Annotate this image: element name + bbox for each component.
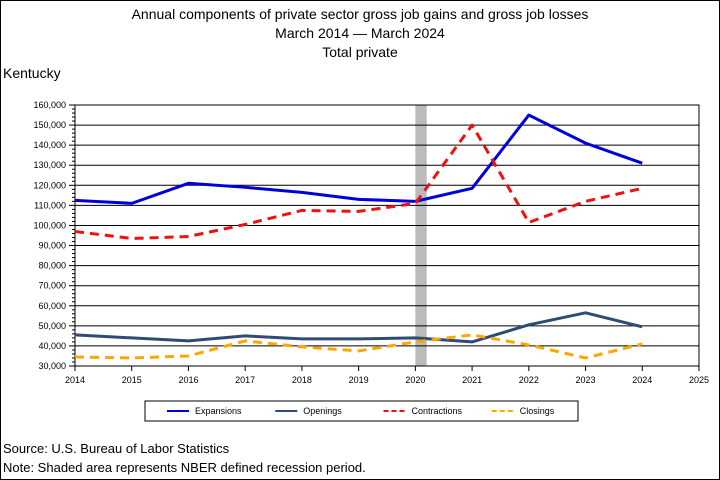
y-tick-label: 50,000 — [38, 321, 66, 331]
x-tick-label: 2022 — [519, 375, 539, 385]
recession-note: Note: Shaded area represents NBER define… — [3, 460, 366, 475]
legend-label-expansions: Expansions — [195, 406, 242, 416]
x-tick-label: 2014 — [65, 375, 85, 385]
series-line-expansions — [74, 113, 643, 205]
y-tick-label: 80,000 — [38, 261, 66, 271]
recession-band — [415, 105, 427, 366]
x-tick-label: 2017 — [235, 375, 255, 385]
x-tick-label: 2024 — [632, 375, 652, 385]
x-tick-label: 2020 — [405, 375, 425, 385]
x-tick-label: 2018 — [292, 375, 312, 385]
legend-label-closings: Closings — [520, 406, 555, 416]
y-tick-label: 70,000 — [38, 281, 66, 291]
y-tick-label: 110,000 — [34, 200, 66, 210]
source-note: Source: U.S. Bureau of Labor Statistics — [3, 441, 230, 456]
plot-area: 30,000 40,000 50,000 60,000 70,000 80,000 90,0… — [33, 100, 709, 385]
y-tick-label: 150,000 — [33, 120, 66, 130]
series-line-closings — [74, 333, 643, 360]
chart-title-line-3: Total private — [322, 44, 398, 60]
y-tick-label: 60,000 — [38, 301, 66, 311]
x-tick-label: 2015 — [122, 375, 142, 385]
y-tick-label: 140,000 — [33, 140, 66, 150]
x-tick-label: 2025 — [689, 375, 709, 385]
chart-title-line-1: Annual components of private sector gros… — [132, 6, 589, 22]
y-tick-label: 30,000 — [38, 361, 66, 371]
x-tick-label: 2023 — [576, 375, 596, 385]
series-line-openings — [74, 311, 643, 344]
series-line-contractions — [74, 123, 643, 241]
legend-label-contractions: Contractions — [412, 406, 463, 416]
legend-box — [144, 400, 579, 422]
y-tick-label: 160,000 — [33, 100, 66, 110]
y-tick-label: 120,000 — [33, 180, 66, 190]
chart-title-line-2: March 2014 — March 2024 — [275, 25, 445, 41]
legend: Expansions Openings Contractions Closings — [144, 400, 579, 422]
legend-label-openings: Openings — [303, 406, 342, 416]
x-tick-label: 2021 — [462, 375, 482, 385]
x-tick-label: 2019 — [349, 375, 369, 385]
region-label: Kentucky — [3, 65, 61, 81]
plot-border — [74, 104, 700, 367]
y-tick-label: 100,000 — [33, 220, 66, 230]
x-tick-label: 2016 — [178, 375, 198, 385]
y-tick-label: 40,000 — [38, 341, 66, 351]
y-tick-label: 130,000 — [33, 160, 66, 170]
y-tick-label: 90,000 — [38, 241, 66, 251]
